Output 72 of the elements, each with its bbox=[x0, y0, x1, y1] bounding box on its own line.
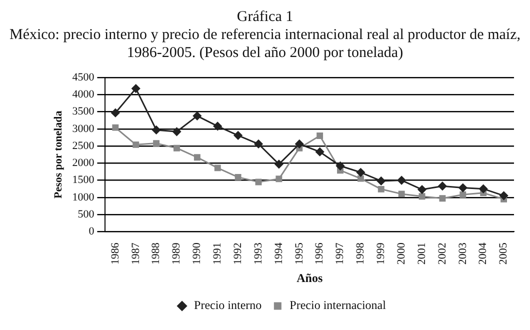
point bbox=[418, 193, 426, 200]
point bbox=[295, 140, 304, 148]
x-tick-label: 1997 bbox=[334, 242, 346, 265]
point bbox=[112, 124, 119, 131]
x-tick-label: 1988 bbox=[150, 242, 162, 265]
x-tick-label: 1992 bbox=[232, 242, 244, 265]
point bbox=[398, 190, 405, 198]
y-tick-label: 500 bbox=[78, 208, 95, 220]
point bbox=[316, 148, 324, 156]
x-tick-label: 1999 bbox=[375, 242, 388, 265]
point bbox=[438, 182, 447, 190]
x-tick-label: 2000 bbox=[395, 242, 408, 265]
x-tick-label: 1995 bbox=[293, 242, 306, 265]
point bbox=[276, 176, 282, 182]
point bbox=[234, 174, 242, 180]
point bbox=[255, 178, 262, 186]
x-tick-label: 1991 bbox=[212, 242, 224, 265]
point bbox=[172, 127, 181, 136]
y-tick-label: 3000 bbox=[72, 122, 95, 135]
x-tick-label: 1993 bbox=[252, 242, 264, 265]
x-tick-label: 1998 bbox=[354, 242, 367, 265]
point bbox=[500, 191, 508, 200]
point bbox=[274, 160, 284, 168]
point bbox=[479, 184, 488, 194]
chart-title: Gráfica 1 bbox=[236, 8, 294, 26]
legend-label: Precio interno bbox=[194, 298, 262, 312]
point bbox=[111, 108, 120, 118]
point bbox=[152, 126, 161, 134]
point bbox=[213, 122, 222, 130]
point bbox=[460, 191, 466, 198]
point bbox=[234, 131, 242, 140]
y-tick-label: 1000 bbox=[72, 191, 95, 204]
y-tick-label: 4500 bbox=[72, 71, 95, 84]
y-tick-label: 2500 bbox=[72, 140, 95, 152]
point bbox=[316, 132, 324, 140]
y-axis-title: Pesos por tonelada bbox=[52, 110, 64, 199]
point bbox=[439, 195, 446, 202]
y-tick-label: 4000 bbox=[72, 88, 95, 101]
x-tick-label: 1994 bbox=[272, 242, 285, 265]
x-tick-label: 2001 bbox=[416, 242, 428, 265]
point bbox=[378, 186, 384, 192]
x-axis-title: Años bbox=[296, 270, 323, 285]
x-tick-label: 2002 bbox=[436, 242, 448, 265]
x-tick-label: 1996 bbox=[314, 242, 326, 265]
point bbox=[254, 140, 263, 148]
point bbox=[418, 185, 426, 194]
y-tick-label: 1500 bbox=[72, 174, 95, 186]
point bbox=[153, 140, 160, 147]
x-tick-label: 2003 bbox=[456, 242, 469, 265]
point bbox=[132, 84, 140, 93]
x-tick-label: 1990 bbox=[191, 242, 204, 265]
x-tick-label: 1986 bbox=[109, 242, 122, 265]
x-tick-label: 2004 bbox=[477, 242, 490, 265]
y-tick-label: 3500 bbox=[72, 106, 95, 118]
point bbox=[357, 175, 364, 182]
point bbox=[132, 141, 140, 148]
x-tick-label: 1989 bbox=[170, 242, 183, 265]
x-tick-label: 1987 bbox=[130, 242, 142, 265]
point bbox=[376, 176, 386, 186]
chart-subtitle: México: precio interno y precio de referencia internacional real al productor de maíz, 1986-2005. (Pesos del año 2000 por tonelada) bbox=[8, 26, 522, 62]
y-tick-label: 2000 bbox=[72, 157, 95, 170]
point bbox=[458, 184, 468, 192]
point bbox=[336, 162, 345, 170]
point bbox=[214, 164, 221, 172]
point bbox=[194, 154, 200, 161]
point bbox=[356, 168, 365, 177]
point bbox=[397, 176, 406, 185]
point bbox=[174, 144, 180, 152]
point bbox=[192, 112, 202, 120]
x-tick-label: 2005 bbox=[498, 242, 510, 265]
y-tick-label: 0 bbox=[88, 225, 95, 238]
legend-label: Precio internacional bbox=[290, 298, 387, 312]
